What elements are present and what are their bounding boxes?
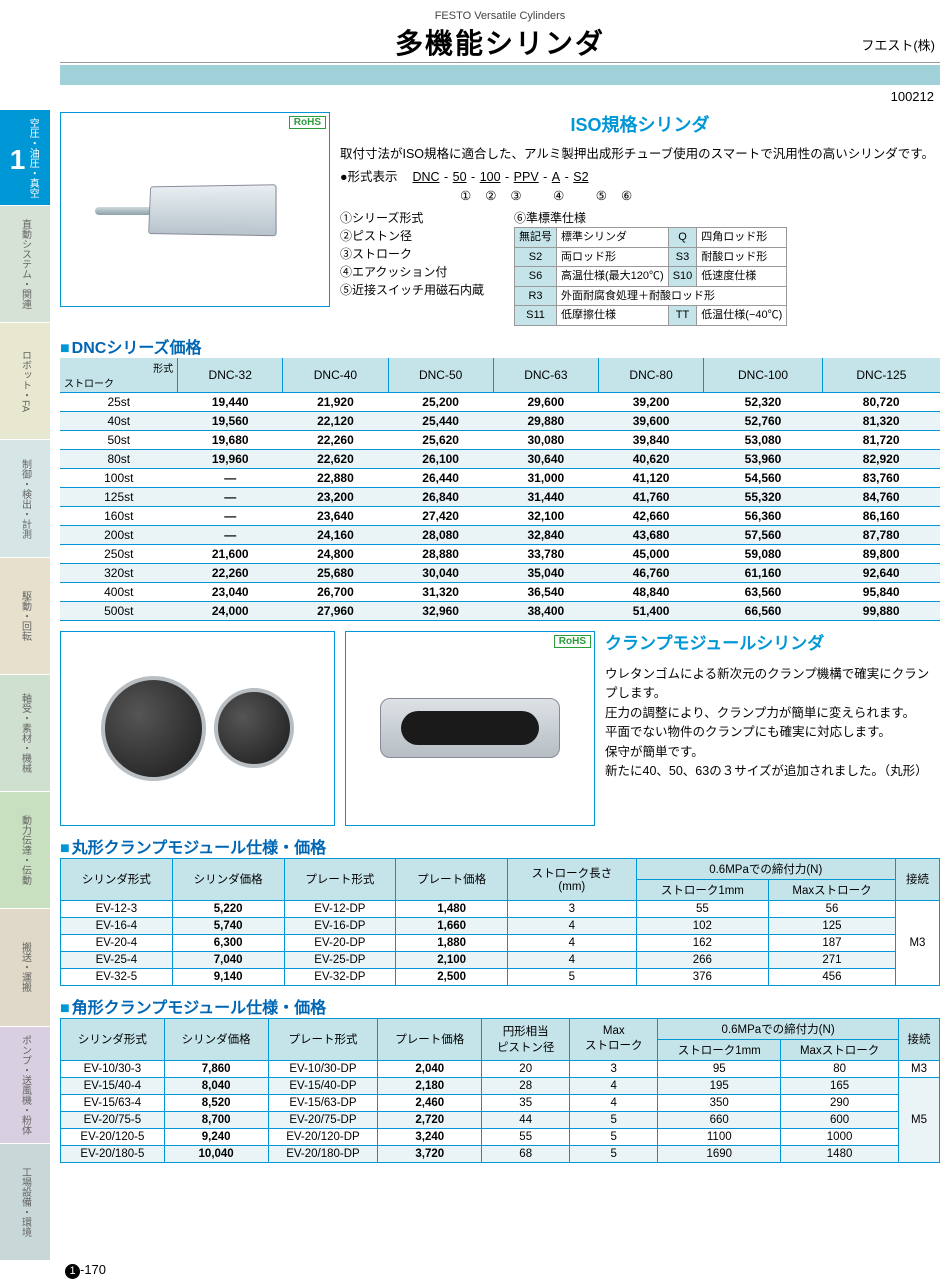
- model-circled-nums: ①②③ ④ ⑤⑥: [460, 187, 940, 206]
- table-row: 160st—23,64027,42032,10042,66056,36086,1…: [60, 506, 940, 525]
- iso-section: RoHS ISO規格シリンダ 取付寸法がISO規格に適合した、アルミ製押出成形チ…: [60, 112, 940, 326]
- iso-image-box: RoHS: [60, 112, 330, 307]
- clamp-description: ウレタンゴムによる新次元のクランプ機構で確実にクランプします。圧力の調整により、…: [605, 665, 940, 781]
- table-row: 125st—23,20026,84031,44041,76055,32084,7…: [60, 487, 940, 506]
- stdopt-title: ⑥準標準仕様: [514, 209, 787, 227]
- title-underline: [60, 65, 940, 85]
- clamp-section: RoHS クランプモジュールシリンダ ウレタンゴムによる新次元のクランプ機構で確…: [60, 631, 940, 826]
- legend-item: ②ピストン径: [340, 227, 484, 245]
- table-row: EV-10/30-37,860EV-10/30-DP2,0402039580M3: [61, 1060, 940, 1077]
- header-company: フエスト(株): [861, 35, 935, 54]
- page-section-num: 1: [65, 1264, 80, 1279]
- page-header: FESTO Versatile Cylinders 多機能シリンダ フエスト(株…: [60, 10, 940, 63]
- table-row: 200st—24,16028,08032,84043,68057,56087,7…: [60, 525, 940, 544]
- side-tab[interactable]: ポンプ・送風機・粉体: [0, 1026, 50, 1143]
- model-part: PPV: [514, 170, 539, 184]
- product-code: 100212: [60, 85, 940, 112]
- table-row: EV-15/40-48,040EV-15/40-DP2,180284195165…: [61, 1077, 940, 1094]
- table-row: EV-32-59,140EV-32-DP2,5005376456: [61, 968, 940, 985]
- model-part: 50: [453, 170, 467, 184]
- table-row: EV-25-47,040EV-25-DP2,1004266271: [61, 951, 940, 968]
- table-row: 80st19,96022,62026,10030,64040,62053,960…: [60, 449, 940, 468]
- table-row: 100st—22,88026,44031,00041,12054,56083,7…: [60, 468, 940, 487]
- side-tab[interactable]: 軸受・素材・機械: [0, 674, 50, 791]
- side-tab[interactable]: 駆動・回転: [0, 557, 50, 674]
- rohs-badge: RoHS: [289, 116, 326, 129]
- side-tab[interactable]: ロボット・FA: [0, 322, 50, 439]
- round-clamp-image: [60, 631, 335, 826]
- table-row: EV-15/63-48,520EV-15/63-DP2,460354350290: [61, 1094, 940, 1111]
- table-row: EV-16-45,740EV-16-DP1,6604102125: [61, 917, 940, 934]
- table-row: EV-20-46,300EV-20-DP1,8804162187: [61, 934, 940, 951]
- model-part: S2: [573, 170, 588, 184]
- model-label: ●形式表示: [340, 170, 398, 184]
- model-part: 100: [480, 170, 501, 184]
- table-row: 50st19,68022,26025,62030,08039,84053,080…: [60, 430, 940, 449]
- rect-clamp-table: シリンダ形式シリンダ価格プレート形式プレート価格円形相当 ピストン径Max スト…: [60, 1018, 940, 1163]
- legend-item: ③ストローク: [340, 245, 484, 263]
- dnc-price-table: 形式ストロークDNC-32DNC-40DNC-50DNC-63DNC-80DNC…: [60, 358, 940, 621]
- page-sub: -170: [80, 1262, 106, 1277]
- table-row: 250st21,60024,80028,88033,78045,00059,08…: [60, 544, 940, 563]
- legend-item: ④エアクッション付: [340, 263, 484, 281]
- table-row: EV-20/75-58,700EV-20/75-DP2,720445660600: [61, 1111, 940, 1128]
- table-row: 25st19,44021,92025,20029,60039,20052,320…: [60, 392, 940, 411]
- rohs-badge: RoHS: [554, 635, 591, 648]
- rect-clamp-image: RoHS: [345, 631, 595, 826]
- header-supertitle: FESTO Versatile Cylinders: [60, 10, 940, 22]
- side-tab[interactable]: 制御・検出・計測: [0, 439, 50, 556]
- model-part: DNC: [412, 170, 439, 184]
- side-tab[interactable]: 工場設備・環境: [0, 1143, 50, 1260]
- legend-item: ①シリーズ形式: [340, 209, 484, 227]
- table-row: EV-20/120-59,240EV-20/120-DP3,2405551100…: [61, 1128, 940, 1145]
- model-format: ●形式表示 DNC - 50 - 100 - PPV - A - S2: [340, 168, 940, 187]
- side-tab[interactable]: 直動システム・関連: [0, 205, 50, 322]
- standard-options-table: 無記号標準シリンダQ四角ロッド形S2両ロッド形S3耐酸ロッド形S6高温仕様(最大…: [514, 227, 787, 326]
- table-row: 400st23,04026,70031,32036,54048,84063,56…: [60, 582, 940, 601]
- round-clamp-table: シリンダ形式シリンダ価格プレート形式プレート価格ストローク長さ (mm)0.6M…: [60, 858, 940, 986]
- iso-heading: ISO規格シリンダ: [340, 112, 940, 139]
- page-number: 1-170: [65, 1262, 106, 1279]
- side-tabs: 空圧・油圧・真空 1 直動システム・関連ロボット・FA制御・検出・計測駆動・回転…: [0, 110, 50, 1260]
- rect-heading: 角形クランプモジュール仕様・価格: [60, 994, 940, 1018]
- table-row: 40st19,56022,12025,44029,88039,60052,760…: [60, 411, 940, 430]
- table-row: EV-20/180-510,040EV-20/180-DP3,720685169…: [61, 1145, 940, 1162]
- table-row: EV-12-35,220EV-12-DP1,48035556M3: [61, 900, 940, 917]
- cylinder-illustration: [95, 175, 295, 245]
- format-legend: ①シリーズ形式②ピストン径③ストローク④エアクッション付⑤近接スイッチ用磁石内蔵: [340, 209, 484, 326]
- tab-active[interactable]: 空圧・油圧・真空 1: [0, 110, 50, 205]
- header-title: 多機能シリンダ: [60, 22, 940, 62]
- table-row: 320st22,26025,68030,04035,04046,76061,16…: [60, 563, 940, 582]
- side-tab[interactable]: 搬送・運搬: [0, 908, 50, 1025]
- model-part: A: [552, 170, 560, 184]
- side-tab[interactable]: 動力伝達・伝動: [0, 791, 50, 908]
- dnc-heading: DNCシリーズ価格: [60, 334, 940, 358]
- clamp-heading: クランプモジュールシリンダ: [605, 631, 940, 657]
- iso-description: 取付寸法がISO規格に適合した、アルミ製押出成形チューブ使用のスマートで汎用性の…: [340, 145, 940, 164]
- tab-active-label: 空圧・油圧・真空: [25, 118, 40, 198]
- table-row: 500st24,00027,96032,96038,40051,40066,56…: [60, 601, 940, 620]
- tab-active-num: 1: [10, 144, 26, 176]
- legend-item: ⑤近接スイッチ用磁石内蔵: [340, 281, 484, 299]
- round-heading: 丸形クランプモジュール仕様・価格: [60, 834, 940, 858]
